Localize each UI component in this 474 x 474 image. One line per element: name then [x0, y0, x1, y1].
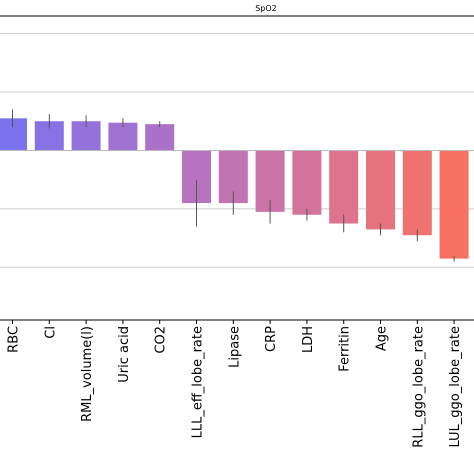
chart-title: SpO2 — [255, 4, 277, 13]
bar — [329, 150, 359, 224]
x-tick-label: Cl — [43, 326, 58, 339]
tick-labels: RBC Cl RML_volume(l) Uric acid CO2 LLL_eff_lo… — [7, 326, 464, 448]
x-tick-label: CO2 — [154, 326, 169, 354]
bar — [402, 150, 432, 236]
x-tick-label: LUL_ggo_lobe_rate — [448, 326, 463, 448]
x-tick-label: Age — [375, 326, 390, 351]
x-tick-label: CRP — [264, 326, 279, 352]
axes — [0, 15, 474, 324]
bar — [108, 122, 138, 151]
x-tick-label: RBC — [7, 326, 22, 353]
error-bars — [12, 109, 455, 262]
x-tick-label: LDH — [301, 326, 316, 353]
bar — [439, 150, 469, 259]
bar — [366, 150, 395, 230]
x-tick-label: Lipase — [227, 326, 242, 368]
x-tick-label: LLL_eff_lobe_rate — [191, 326, 206, 438]
x-tick-label: Uric acid — [117, 326, 132, 383]
bar — [145, 124, 175, 151]
x-tick-label: RLL_ggo_lobe_rate — [411, 326, 426, 448]
bar — [0, 118, 27, 151]
bar — [292, 150, 322, 215]
x-tick-label: RML_volume(l) — [80, 326, 95, 422]
x-tick-label: Ferritin — [338, 326, 353, 372]
